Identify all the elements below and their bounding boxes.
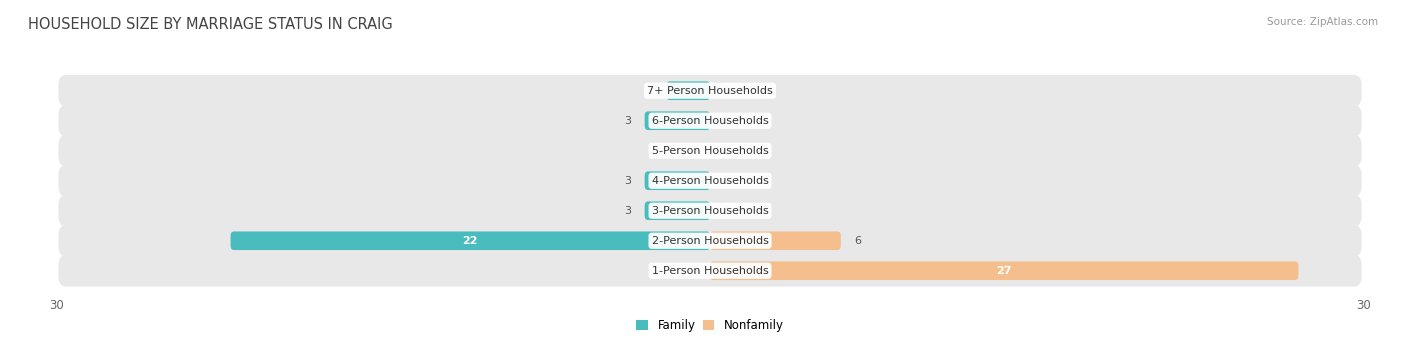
FancyBboxPatch shape	[644, 112, 710, 130]
FancyBboxPatch shape	[59, 75, 1361, 106]
Text: 3: 3	[624, 116, 631, 126]
Text: 2: 2	[647, 86, 654, 96]
Text: 27: 27	[997, 266, 1012, 276]
Text: 0: 0	[721, 86, 728, 96]
FancyBboxPatch shape	[59, 135, 1361, 166]
Text: 3-Person Households: 3-Person Households	[651, 206, 769, 216]
Text: 0: 0	[721, 116, 728, 126]
Text: 22: 22	[463, 236, 478, 246]
Text: 1-Person Households: 1-Person Households	[651, 266, 769, 276]
Text: 5-Person Households: 5-Person Households	[651, 146, 769, 156]
FancyBboxPatch shape	[644, 202, 710, 220]
Text: HOUSEHOLD SIZE BY MARRIAGE STATUS IN CRAIG: HOUSEHOLD SIZE BY MARRIAGE STATUS IN CRA…	[28, 17, 392, 32]
Text: 0: 0	[721, 176, 728, 186]
Text: 6: 6	[853, 236, 860, 246]
FancyBboxPatch shape	[59, 105, 1361, 136]
Text: 0: 0	[692, 266, 699, 276]
FancyBboxPatch shape	[666, 81, 710, 100]
Text: 4-Person Households: 4-Person Households	[651, 176, 769, 186]
FancyBboxPatch shape	[710, 232, 841, 250]
Text: Source: ZipAtlas.com: Source: ZipAtlas.com	[1267, 17, 1378, 27]
Text: 6-Person Households: 6-Person Households	[651, 116, 769, 126]
Text: 7+ Person Households: 7+ Person Households	[647, 86, 773, 96]
FancyBboxPatch shape	[59, 255, 1361, 286]
FancyBboxPatch shape	[231, 232, 710, 250]
Text: 3: 3	[624, 206, 631, 216]
FancyBboxPatch shape	[710, 262, 1298, 280]
Text: 0: 0	[721, 206, 728, 216]
Legend: Family, Nonfamily: Family, Nonfamily	[631, 314, 789, 337]
FancyBboxPatch shape	[59, 225, 1361, 256]
Text: 2-Person Households: 2-Person Households	[651, 236, 769, 246]
Text: 0: 0	[692, 146, 699, 156]
FancyBboxPatch shape	[59, 195, 1361, 226]
FancyBboxPatch shape	[644, 172, 710, 190]
Text: 3: 3	[624, 176, 631, 186]
Text: 0: 0	[721, 146, 728, 156]
FancyBboxPatch shape	[59, 165, 1361, 196]
